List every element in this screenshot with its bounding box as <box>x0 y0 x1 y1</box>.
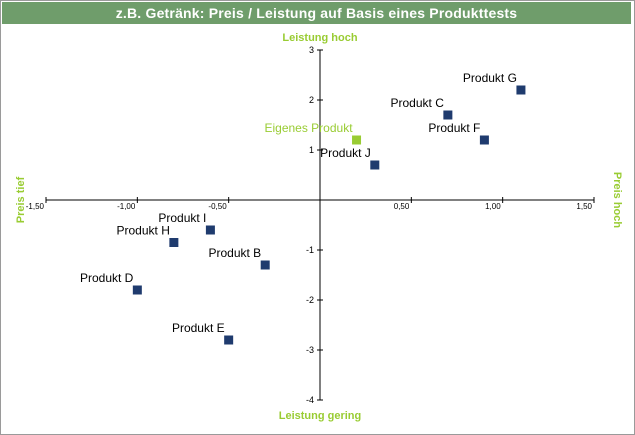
quadrant-label-right: Preis hoch <box>611 172 623 229</box>
point-label: Produkt D <box>80 271 134 285</box>
tick-labels: -1,50 -1,00 -0,50 0,50 1,00 1,50 3 2 1 -1 -2 -3 -4 <box>26 45 593 405</box>
data-point <box>443 110 453 120</box>
point-label: Produkt H <box>117 224 170 238</box>
point-label: Produkt B <box>208 246 261 260</box>
y-tick-label: -1 <box>306 245 314 255</box>
point-labels: Produkt G Produkt C Produkt F Eigenes Produ… <box>80 71 517 335</box>
y-tick-label: -3 <box>306 345 314 355</box>
y-tick-label: 1 <box>309 145 314 155</box>
point-label: Produkt C <box>391 96 445 110</box>
quadrant-label-left: Preis tief <box>15 176 27 223</box>
point-label: Eigenes Produkt <box>264 121 353 135</box>
data-points <box>132 85 526 345</box>
data-point <box>224 335 234 345</box>
axes <box>45 49 595 401</box>
x-tick-label: -0,50 <box>208 202 227 211</box>
y-tick-label: -2 <box>306 295 314 305</box>
y-tick-label: 2 <box>309 95 314 105</box>
x-tick-label: 0,50 <box>394 202 410 211</box>
point-label: Produkt F <box>428 121 480 135</box>
quadrant-labels: Leistung hoch Leistung gering Preis tief Pr… <box>15 32 623 422</box>
data-point <box>260 260 270 270</box>
data-point <box>516 85 526 95</box>
point-label: Produkt I <box>158 211 206 225</box>
data-point <box>169 238 179 247</box>
x-tick-label: 1,50 <box>576 202 592 211</box>
data-point <box>205 225 215 235</box>
x-tick-label: -1,50 <box>26 202 45 211</box>
point-label: Produkt E <box>172 321 225 335</box>
chart-title: z.B. Getränk: Preis / Leistung auf Basis… <box>2 2 631 24</box>
data-point <box>479 135 489 145</box>
y-tick-label: 3 <box>309 45 314 55</box>
point-label: Produkt G <box>463 71 517 85</box>
y-tick-label: -4 <box>306 395 314 405</box>
x-tick-label: 1,00 <box>485 202 501 211</box>
data-point <box>352 135 362 145</box>
quadrant-label-bottom: Leistung gering <box>279 410 362 422</box>
x-tick-label: -1,00 <box>117 202 136 211</box>
data-point <box>370 160 380 170</box>
point-label: Produkt J <box>320 146 371 160</box>
data-point <box>132 285 142 295</box>
quadrant-label-top: Leistung hoch <box>282 32 357 44</box>
